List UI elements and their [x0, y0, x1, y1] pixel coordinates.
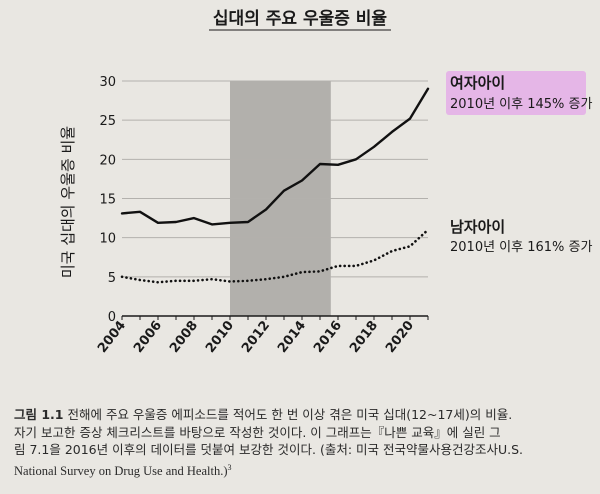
figure-caption: 그림 1.1 전해에 주요 우울증 에피소드를 적어도 한 번 이상 겪은 미국… [14, 406, 586, 480]
x-tick-label: 2020 [383, 318, 417, 356]
chart: 2004 2006 2008 2010 2012 2014 2016 2018 2020 0 5 1… [59, 9, 592, 356]
y-tick-label: 10 [99, 232, 116, 247]
figure-label: 그림 1.1 [14, 407, 64, 422]
chart-title: 십대의 주요 우울증 비율 [213, 9, 388, 29]
caption-line-2: 자기 보고한 증상 체크리스트를 바탕으로 작성한 것이다. 이 그래프는『나쁜… [14, 424, 501, 440]
caption-line-3: 림 7.1을 2016년 이후의 데이터를 덧붙여 보강한 것이다. (출처: … [14, 442, 524, 457]
series-line-girls [120, 87, 430, 226]
y-tick-label: 5 [108, 271, 116, 286]
y-tick-label: 0 [108, 310, 116, 325]
girls-series-name: 여자아이 [450, 74, 505, 92]
caption-line-1: 전해에 주요 우울증 에피소드를 적어도 한 번 이상 겪은 미국 십대(12~… [67, 407, 513, 422]
x-tick-label: 2016 [311, 318, 345, 356]
caption-source: National Survey on Drug Use and Health.) [14, 463, 228, 478]
x-tick-label: 2014 [275, 318, 309, 356]
series-lines [120, 87, 430, 284]
x-tick-label: 2010 [203, 318, 237, 356]
y-tick-label: 20 [99, 153, 116, 168]
x-axis: 2004 2006 2008 2010 2012 2014 2016 2018 2020 [95, 315, 429, 356]
x-tick-label: 2006 [131, 318, 165, 356]
girls-label-highlight [446, 71, 586, 115]
series-line-boys [120, 228, 430, 284]
boys-series-name: 남자아이 [450, 218, 505, 236]
x-tick-label: 2008 [167, 318, 201, 356]
y-axis-label: 미국 십대의 우울증 비율 [59, 126, 77, 278]
x-tick-label: 2012 [239, 318, 273, 356]
y-tick-label: 25 [99, 114, 116, 129]
boys-series-change: 2010년 이후 161% 증가 [450, 240, 592, 255]
x-tick-label: 2018 [347, 318, 381, 356]
caption-footnote-marker: 3 [227, 462, 232, 472]
y-tick-label: 30 [99, 75, 116, 90]
y-axis: 0 5 10 15 20 25 30 [99, 75, 116, 325]
y-tick-label: 15 [99, 193, 116, 208]
girls-series-change: 2010년 이후 145% 증가 [450, 97, 592, 112]
